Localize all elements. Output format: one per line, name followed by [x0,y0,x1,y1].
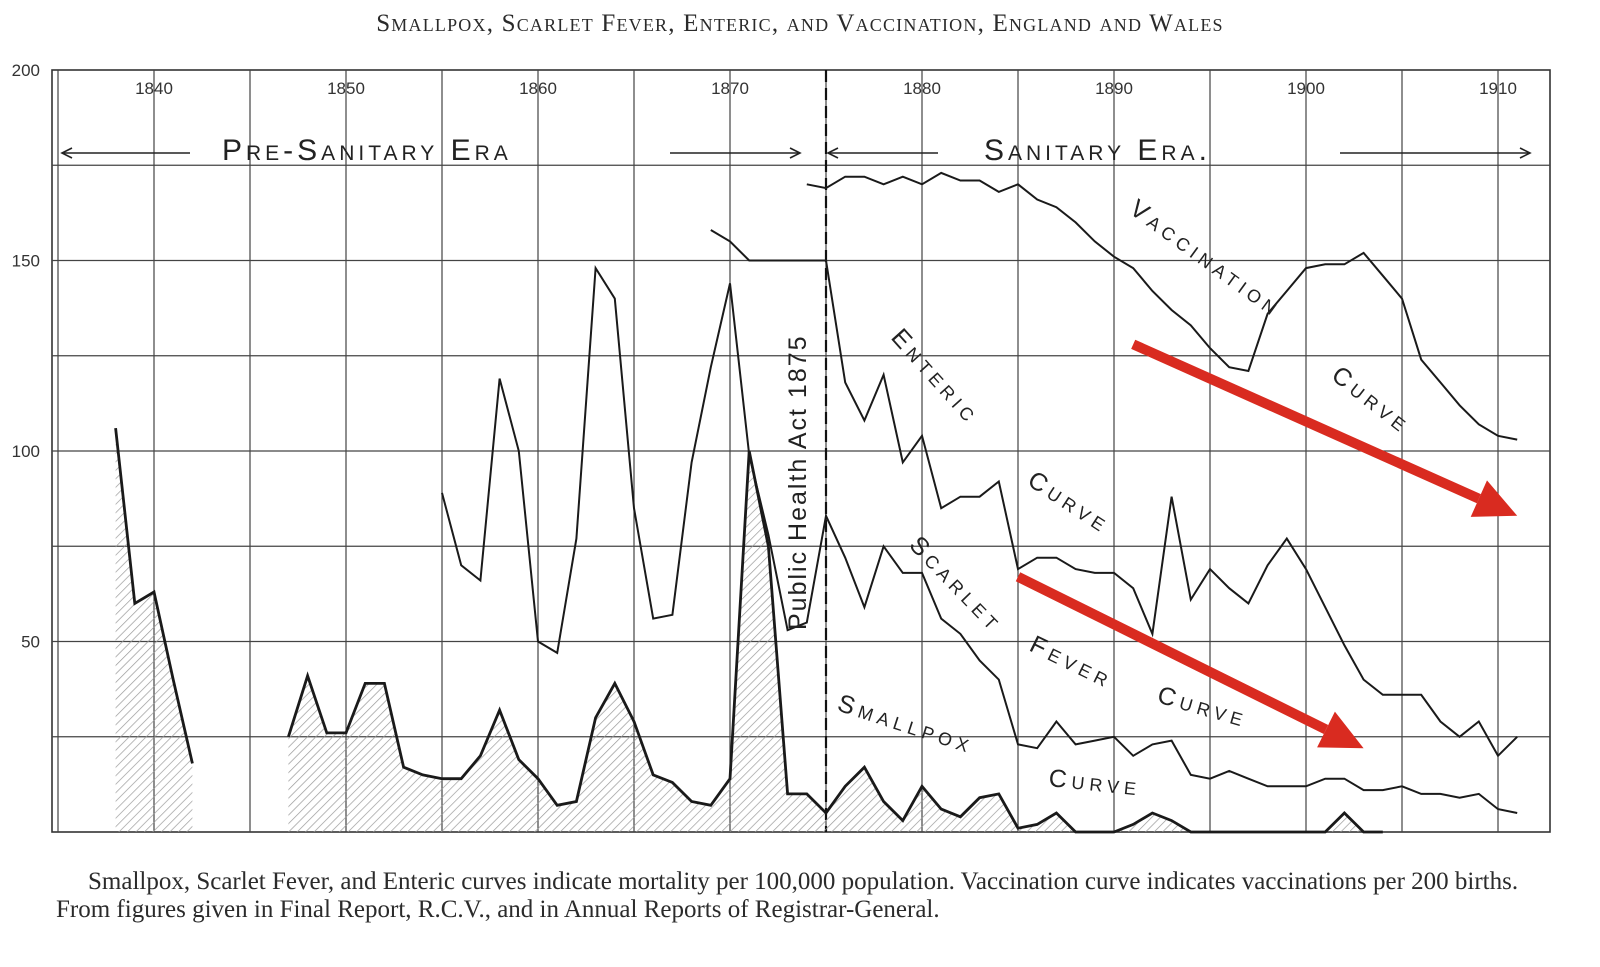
highlight-arrow-shaft [1015,572,1329,734]
smallpox-area [115,428,193,832]
pre-sanitary-era-label: Pre-Sanitary Era [222,134,512,167]
highlight-arrow-head [1317,711,1364,749]
y-tick-label: 50 [21,633,40,652]
x-tick-label: 1860 [519,79,557,98]
scarlet-label: Scarlet [904,531,1009,639]
smallpox-area [288,451,1383,832]
era-arrow-mid-left-head [826,147,839,159]
caption-rest: Vaccination curve indicates vaccinations… [56,868,1519,923]
grid: 200 150 100 50 1840 1850 1860 1870 1880 1890 1900 1… [12,61,1551,833]
x-tick-label: 1870 [711,79,749,98]
enteric-curve-label: Curve [1023,466,1116,540]
series-group [114,171,1518,834]
x-tick-label: 1880 [903,79,941,98]
x-tick-label: 1890 [1095,79,1133,98]
y-tick-label: 100 [12,442,40,461]
highlight-arrow-head [1470,480,1518,517]
x-tick-label: 1900 [1287,79,1325,98]
caption-lead: Smallpox, Scarlet Fever, and Enteric cur… [88,868,955,895]
y-tick-label: 200 [12,61,40,80]
y-tick-label: 150 [12,252,40,271]
x-tick-label: 1840 [135,79,173,98]
vaccination-curve-label: Curve [1326,361,1416,440]
era-arrow-mid-right-head [789,147,802,159]
public-health-act-label: Public Health Act 1875 [784,334,812,630]
sanitary-era-label: Sanitary Era. [984,134,1211,167]
highlight-arrows [1015,339,1518,749]
figure-caption: Smallpox, Scarlet Fever, and Enteric cur… [56,868,1568,924]
smallpox-curve-label: Curve [1047,764,1142,802]
smallpox-series-line [287,450,1383,834]
enteric-label: Enteric [886,323,986,430]
highlight-arrow-shaft [1131,339,1481,504]
fever-label: Fever [1025,630,1118,694]
x-tick-label: 1850 [327,79,365,98]
era-arrow-left-head [60,147,73,159]
x-tick-label: 1910 [1479,79,1517,98]
vaccination-series-line [806,171,1518,441]
annotation-group: Pre-Sanitary Era Sanitary Era. Public He… [60,134,1532,802]
smallpox-label: Smallpox [834,689,977,759]
smallpox-fill [115,428,1383,832]
vaccination-label: Vaccination [1124,194,1287,323]
era-arrow-right-head [1519,147,1532,159]
chart-title: Smallpox, Scarlet Fever, Enteric, and Va… [376,10,1224,37]
